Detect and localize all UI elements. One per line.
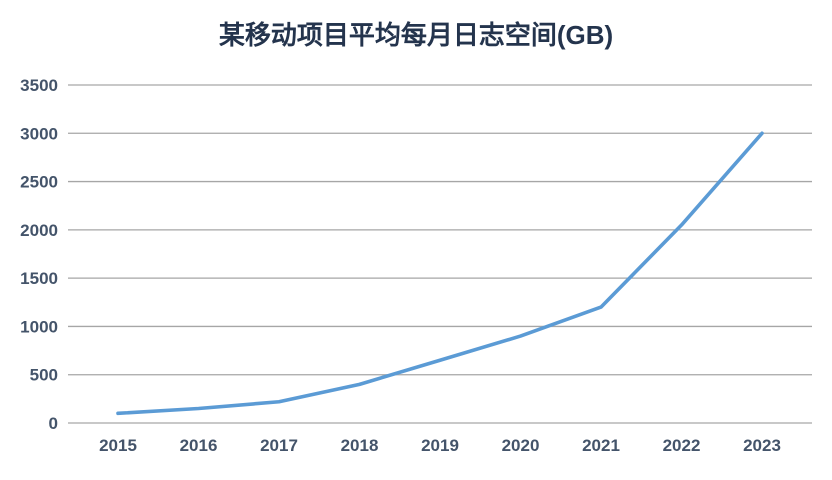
chart-title: 某移动项目平均每月日志空间(GB) bbox=[219, 20, 613, 50]
y-axis-tick-label: 2500 bbox=[20, 173, 58, 192]
x-axis-tick-label: 2015 bbox=[99, 436, 137, 455]
y-axis-tick-label: 3000 bbox=[20, 124, 58, 143]
y-axis-tick-label: 500 bbox=[30, 366, 58, 385]
y-axis-tick-label: 1000 bbox=[20, 317, 58, 336]
x-axis-tick-label: 2021 bbox=[582, 436, 620, 455]
x-axis-tick-label: 2017 bbox=[260, 436, 298, 455]
x-axis-tick-label: 2022 bbox=[663, 436, 701, 455]
y-axis-tick-label: 2000 bbox=[20, 221, 58, 240]
x-axis-tick-label: 2020 bbox=[502, 436, 540, 455]
x-axis-tick-label: 2019 bbox=[421, 436, 459, 455]
y-axis-tick-label: 3500 bbox=[20, 76, 58, 95]
y-axis-tick-label: 0 bbox=[49, 414, 58, 433]
x-axis-tick-label: 2016 bbox=[180, 436, 218, 455]
x-axis-tick-label: 2023 bbox=[743, 436, 781, 455]
x-axis-tick-label: 2018 bbox=[341, 436, 379, 455]
line-series bbox=[116, 131, 764, 416]
y-axis-tick-label: 1500 bbox=[20, 269, 58, 288]
